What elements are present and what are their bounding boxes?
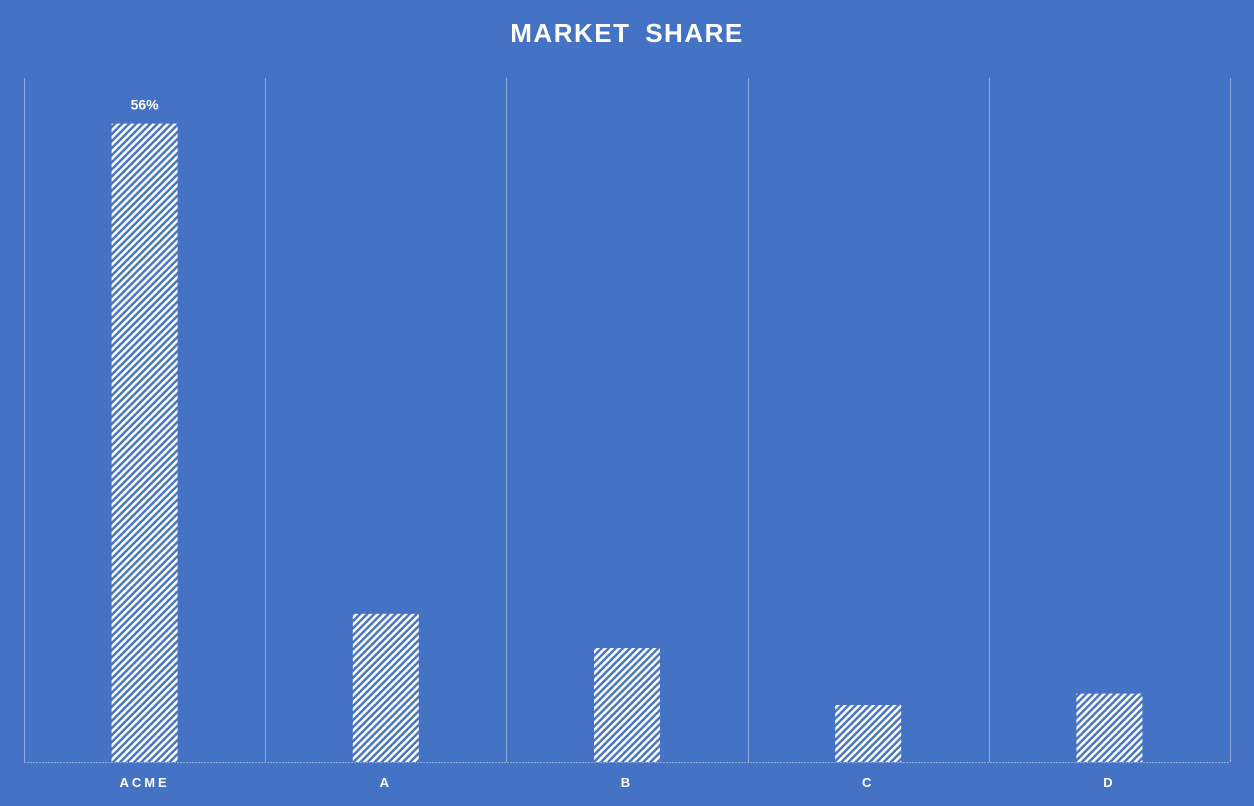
bar-a [352,613,419,762]
category-label: A [380,775,392,790]
labels: ACME 56% A B C D [119,97,1115,790]
bars [111,123,1143,763]
data-label: 56% [131,97,160,113]
gridlines [24,78,1231,763]
bar-c [835,705,902,762]
bar-d [1076,693,1143,762]
category-label: D [1103,775,1115,790]
bar-b [594,648,660,762]
category-label: C [862,775,874,790]
bar-acme [111,123,178,763]
category-label: ACME [119,775,169,790]
chart-title: MARKET SHARE [510,18,744,48]
category-label: B [621,775,633,790]
